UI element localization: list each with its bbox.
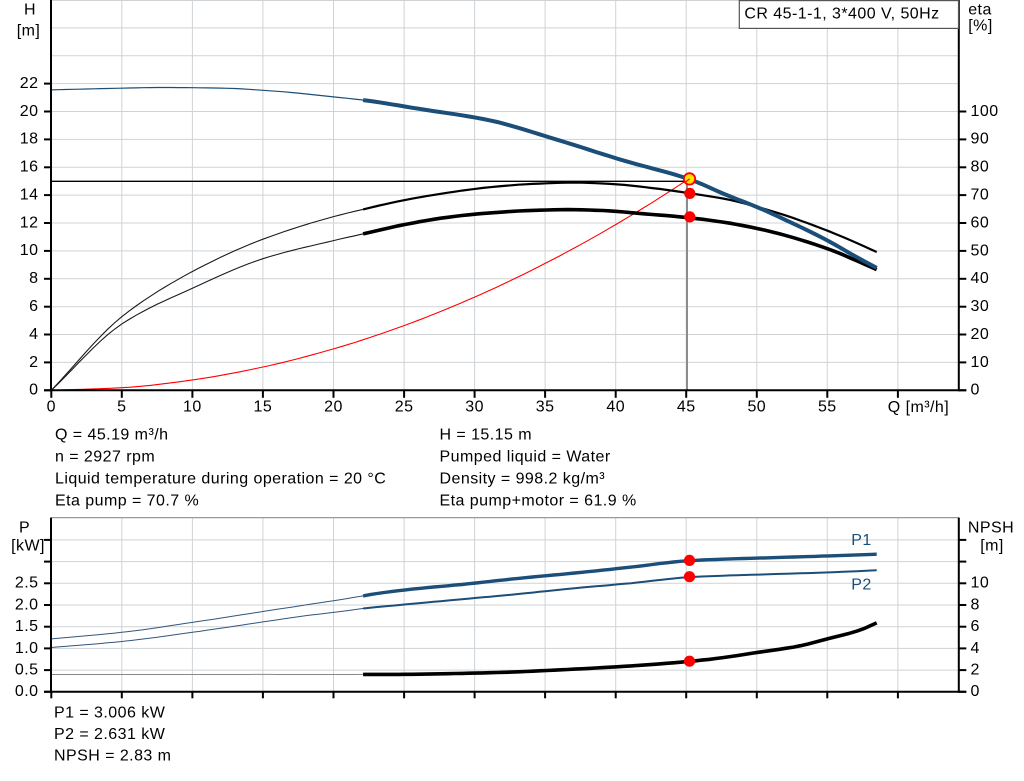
svg-text:80: 80 <box>971 159 990 176</box>
svg-text:Density = 998.2 kg/m³: Density = 998.2 kg/m³ <box>440 470 606 487</box>
svg-text:P2: P2 <box>851 577 871 594</box>
svg-text:10: 10 <box>20 242 39 259</box>
svg-text:0.5: 0.5 <box>15 661 39 678</box>
svg-text:2: 2 <box>971 661 980 678</box>
svg-text:P1 = 3.006 kW: P1 = 3.006 kW <box>54 705 166 722</box>
svg-text:[m]: [m] <box>17 23 41 40</box>
svg-text:NPSH: NPSH <box>968 520 1014 537</box>
svg-text:2.5: 2.5 <box>15 575 39 592</box>
svg-text:P: P <box>19 520 30 537</box>
svg-text:5: 5 <box>117 398 126 415</box>
svg-text:2.0: 2.0 <box>15 596 39 613</box>
svg-text:P2 = 2.631 kW: P2 = 2.631 kW <box>54 726 166 743</box>
svg-text:90: 90 <box>971 131 990 148</box>
svg-text:CR 45-1-1, 3*400 V, 50Hz: CR 45-1-1, 3*400 V, 50Hz <box>744 5 939 22</box>
svg-text:4: 4 <box>971 640 980 657</box>
svg-text:P1: P1 <box>851 532 871 549</box>
svg-text:30: 30 <box>465 398 484 415</box>
svg-text:18: 18 <box>20 131 39 148</box>
svg-text:25: 25 <box>395 398 414 415</box>
svg-text:[%]: [%] <box>968 17 992 34</box>
svg-text:[kW]: [kW] <box>11 538 45 555</box>
svg-text:60: 60 <box>971 214 990 231</box>
svg-text:1.5: 1.5 <box>15 618 39 635</box>
svg-text:Eta pump = 70.7 %: Eta pump = 70.7 % <box>55 492 199 509</box>
svg-text:H: H <box>24 2 36 19</box>
svg-text:8: 8 <box>971 596 980 613</box>
svg-text:15: 15 <box>254 398 273 415</box>
svg-text:22: 22 <box>20 75 39 92</box>
svg-text:0: 0 <box>47 398 56 415</box>
svg-text:NPSH = 2.83 m: NPSH = 2.83 m <box>54 748 171 765</box>
svg-text:6: 6 <box>29 298 38 315</box>
svg-text:2: 2 <box>29 354 38 371</box>
svg-text:Q = 45.19 m³/h: Q = 45.19 m³/h <box>55 426 168 443</box>
svg-text:35: 35 <box>536 398 555 415</box>
svg-text:30: 30 <box>971 298 990 315</box>
svg-text:20: 20 <box>324 398 343 415</box>
svg-text:50: 50 <box>747 398 766 415</box>
svg-text:40: 40 <box>971 270 990 287</box>
svg-text:Liquid temperature during oper: Liquid temperature during operation = 20… <box>55 470 386 487</box>
svg-text:40: 40 <box>606 398 625 415</box>
svg-text:14: 14 <box>20 187 39 204</box>
svg-text:0: 0 <box>971 382 980 399</box>
svg-text:45: 45 <box>677 398 696 415</box>
svg-text:Q [m³/h]: Q [m³/h] <box>888 399 949 416</box>
svg-text:0: 0 <box>971 683 980 700</box>
svg-text:10: 10 <box>971 354 990 371</box>
svg-text:H = 15.15 m: H = 15.15 m <box>440 426 533 443</box>
svg-text:eta: eta <box>968 2 992 19</box>
svg-text:0.0: 0.0 <box>15 683 39 700</box>
svg-text:100: 100 <box>971 103 999 120</box>
svg-text:n = 2927 rpm: n = 2927 rpm <box>55 448 155 465</box>
svg-text:55: 55 <box>818 398 837 415</box>
svg-text:8: 8 <box>29 270 38 287</box>
svg-text:Pumped liquid = Water: Pumped liquid = Water <box>440 448 611 465</box>
svg-text:50: 50 <box>971 242 990 259</box>
svg-text:10: 10 <box>183 398 202 415</box>
svg-text:[m]: [m] <box>980 538 1004 555</box>
svg-text:1.0: 1.0 <box>15 640 39 657</box>
svg-text:70: 70 <box>971 187 990 204</box>
svg-text:20: 20 <box>20 103 39 120</box>
svg-text:6: 6 <box>971 618 980 635</box>
svg-text:20: 20 <box>971 326 990 343</box>
svg-text:10: 10 <box>971 575 990 592</box>
svg-text:4: 4 <box>29 326 38 343</box>
svg-text:Eta pump+motor = 61.9 %: Eta pump+motor = 61.9 % <box>440 492 637 509</box>
svg-text:0: 0 <box>29 382 38 399</box>
svg-text:12: 12 <box>20 214 39 231</box>
svg-text:16: 16 <box>20 159 39 176</box>
